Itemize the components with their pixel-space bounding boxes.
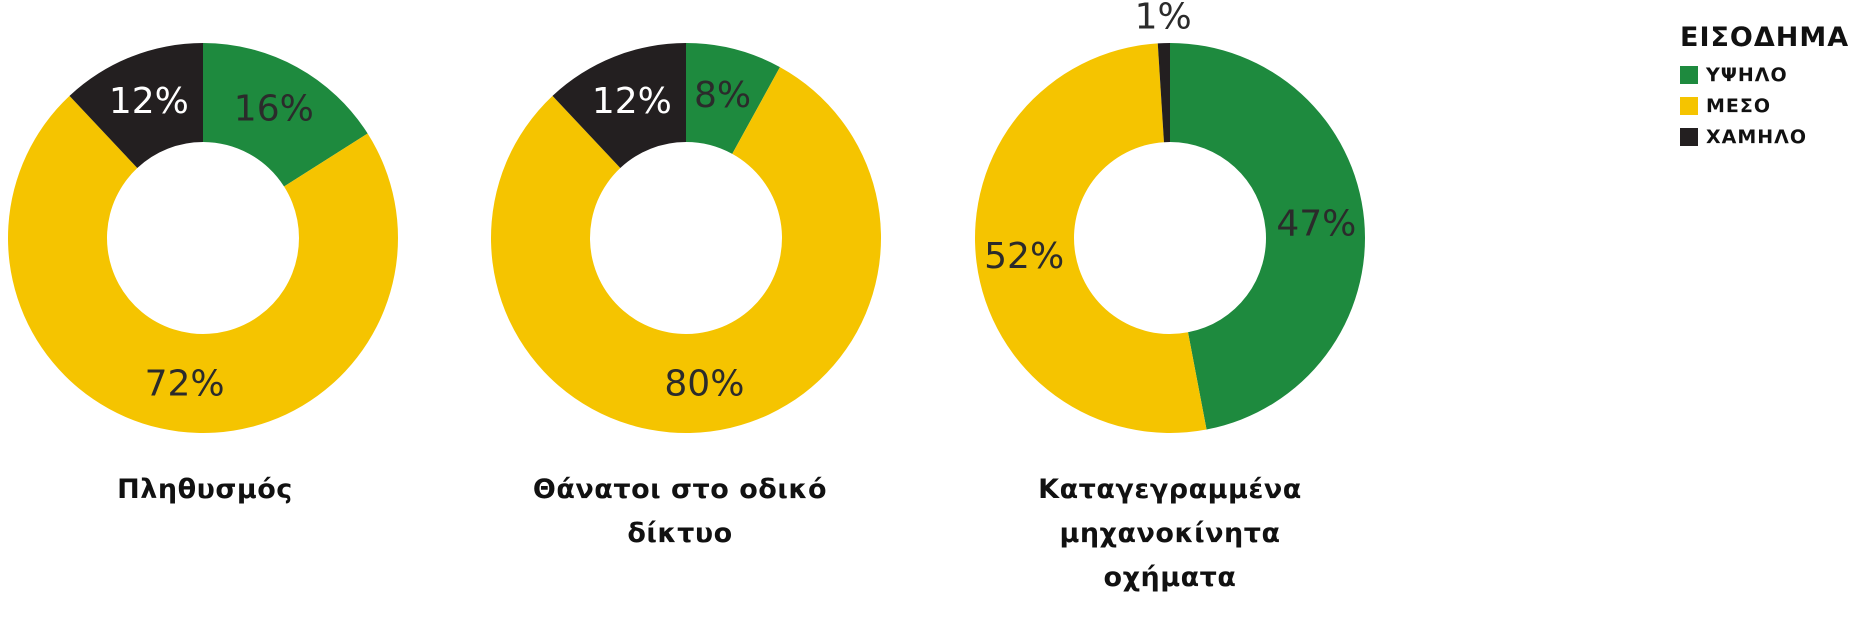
legend-swatch-middle: [1680, 97, 1698, 115]
chart-2-caption: Θάνατοι στο οδικό δίκτυο: [530, 468, 830, 556]
legend-title: ΕΙΣΟΔΗΜΑ: [1680, 22, 1849, 53]
legend-swatch-low: [1680, 128, 1698, 146]
legend-item-low: ΧΑΜΗΛΟ: [1680, 121, 1849, 152]
chart-2-label-high: 8%: [694, 75, 751, 116]
chart-3-label-high: 47%: [1276, 204, 1356, 245]
legend-swatch-high: [1680, 66, 1698, 84]
chart-2-title-line-2: δίκτυο: [530, 512, 830, 556]
chart-3-title-line-2: μηχανοκίνητα οχήματα: [990, 512, 1350, 600]
legend-label-high: ΥΨΗΛΟ: [1706, 64, 1788, 86]
chart-1-label-low: 12%: [109, 81, 189, 122]
legend-item-high: ΥΨΗΛΟ: [1680, 59, 1849, 90]
chart-1-caption: Πληθυσμός: [60, 468, 350, 512]
chart-2-title-line-1: Θάνατοι στο οδικό: [530, 468, 830, 512]
chart-3-label-middle: 52%: [984, 236, 1064, 277]
chart-3-title-line-1: Καταγεγραμμένα: [990, 468, 1350, 512]
legend-label-low: ΧΑΜΗΛΟ: [1706, 126, 1807, 148]
legend-item-middle: ΜΕΣΟ: [1680, 90, 1849, 121]
legend-label-middle: ΜΕΣΟ: [1706, 95, 1771, 117]
chart-1-title: Πληθυσμός: [117, 474, 293, 505]
chart-2-label-middle: 80%: [664, 363, 744, 404]
legend: ΕΙΣΟΔΗΜΑ ΥΨΗΛΟ ΜΕΣΟ ΧΑΜΗΛΟ: [1680, 22, 1849, 152]
chart-1-label-high: 16%: [234, 89, 314, 130]
chart-1-label-middle: 72%: [145, 363, 225, 404]
chart-3-label-low: 1%: [1135, 0, 1192, 38]
chart-2-label-low: 12%: [592, 81, 672, 122]
chart-3-caption: Καταγεγραμμένα μηχανοκίνητα οχήματα: [990, 468, 1350, 600]
